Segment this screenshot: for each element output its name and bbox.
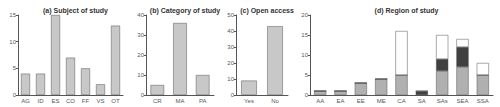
svg-text:CA: CA	[397, 98, 405, 104]
svg-text:ES: ES	[51, 98, 59, 104]
svg-text:0: 0	[305, 92, 309, 98]
svg-text:SSA: SSA	[477, 98, 489, 104]
svg-text:20: 20	[227, 60, 234, 66]
svg-text:40: 40	[227, 28, 234, 34]
svg-text:FF: FF	[82, 98, 90, 104]
svg-text:Yes: Yes	[244, 98, 254, 104]
svg-text:30: 30	[227, 44, 234, 50]
svg-text:PA: PA	[199, 98, 207, 104]
svg-text:30: 30	[137, 32, 144, 38]
svg-text:20: 20	[137, 52, 144, 58]
svg-text:No: No	[271, 98, 279, 104]
svg-text:0: 0	[13, 92, 17, 98]
svg-text:CR: CR	[153, 98, 162, 104]
svg-text:20: 20	[301, 12, 308, 18]
svg-text:MA: MA	[176, 98, 185, 104]
svg-text:0: 0	[141, 92, 145, 98]
svg-text:10: 10	[137, 72, 144, 78]
svg-text:SEA: SEA	[456, 98, 468, 104]
svg-text:15: 15	[9, 12, 16, 18]
svg-text:(b) Category of study: (b) Category of study	[150, 7, 220, 15]
svg-text:50: 50	[227, 12, 234, 18]
svg-text:(d) Region of study: (d) Region of study	[375, 7, 439, 15]
svg-text:0: 0	[231, 92, 235, 98]
svg-text:5: 5	[13, 65, 17, 71]
svg-text:VS: VS	[96, 98, 104, 104]
svg-text:AA: AA	[316, 98, 324, 104]
svg-text:EA: EA	[336, 98, 344, 104]
svg-text:ME: ME	[377, 98, 386, 104]
svg-text:EE: EE	[357, 98, 365, 104]
svg-text:(c) Open access: (c) Open access	[240, 7, 294, 15]
svg-text:AG: AG	[21, 98, 30, 104]
svg-text:ID: ID	[38, 98, 45, 104]
svg-text:OT: OT	[111, 98, 120, 104]
svg-text:15: 15	[301, 32, 308, 38]
svg-text:(a) Subject of study: (a) Subject of study	[43, 7, 108, 15]
svg-text:40: 40	[137, 12, 144, 18]
svg-text:SA: SA	[418, 98, 426, 104]
svg-text:CO: CO	[66, 98, 75, 104]
svg-text:10: 10	[9, 39, 16, 45]
svg-text:10: 10	[227, 76, 234, 82]
svg-text:5: 5	[305, 72, 309, 78]
svg-text:10: 10	[301, 52, 308, 58]
svg-text:SAs: SAs	[437, 98, 448, 104]
